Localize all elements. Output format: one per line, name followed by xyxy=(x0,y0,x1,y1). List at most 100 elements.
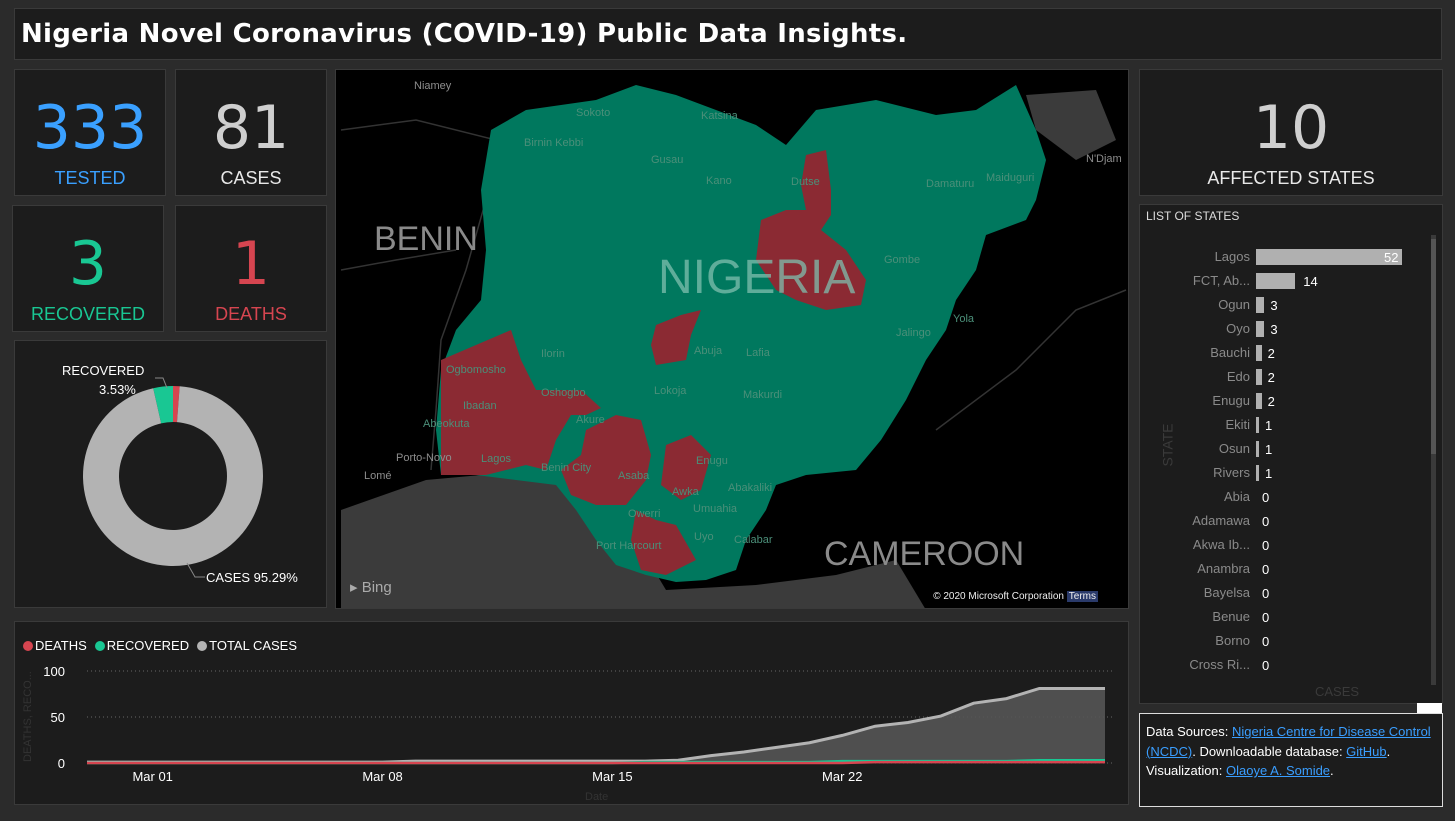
donut-slice-deaths[interactable] xyxy=(173,386,180,423)
state-bar[interactable] xyxy=(1256,369,1262,385)
tested-label: TESTED xyxy=(54,168,126,188)
city-label: N'Djam xyxy=(1086,153,1122,165)
states-list-panel[interactable]: LIST OF STATES STATE CASES Lagos 52 FCT, A… xyxy=(1139,204,1443,704)
author-link[interactable]: Olaoye A. Somide xyxy=(1225,763,1331,778)
donut-slice-recovered[interactable] xyxy=(153,386,173,424)
map-canvas[interactable] xyxy=(336,70,1129,609)
state-value: 0 xyxy=(1262,490,1270,505)
sources-text: Data Sources: xyxy=(1146,724,1232,739)
timeline-chart-panel[interactable]: DEATHS RECOVERED TOTAL CASES DEATHS, REC… xyxy=(14,621,1129,805)
city-label: Abakaliki xyxy=(728,482,773,494)
state-row[interactable]: Rivers 1 xyxy=(1140,461,1430,485)
city-label: Damaturu xyxy=(926,178,975,190)
map-terms-link[interactable]: Terms xyxy=(1066,591,1098,602)
state-name: Cross Ri... xyxy=(1189,657,1250,672)
city-label: Lafia xyxy=(746,347,770,359)
affected-state-kano-bauchi[interactable] xyxy=(756,150,866,310)
nigeria-map[interactable]: BENIN CAMEROON NIGERIA Niamey Sokoto Kat… xyxy=(335,69,1129,609)
state-row[interactable]: Edo 2 xyxy=(1140,365,1430,389)
state-value: 3 xyxy=(1270,298,1278,313)
city-label: Kano xyxy=(706,175,732,187)
affected-state-fct[interactable] xyxy=(651,310,701,365)
state-bar[interactable] xyxy=(1256,465,1259,481)
state-row[interactable]: Ogun 3 xyxy=(1140,293,1430,317)
city-label: Porto-Novo xyxy=(396,452,452,464)
state-bar[interactable] xyxy=(1256,297,1265,313)
total-cases-area[interactable] xyxy=(87,688,1105,763)
state-row[interactable]: Cross Ri... 0 xyxy=(1140,653,1430,677)
state-row[interactable]: Osun 1 xyxy=(1140,437,1430,461)
github-link[interactable]: GitHub xyxy=(1346,743,1387,759)
affected-states-card[interactable]: 10 AFFECTED STATES xyxy=(1139,69,1443,196)
donut-slice-cases[interactable] xyxy=(83,386,263,566)
focus-mode-indicator[interactable] xyxy=(1417,703,1442,713)
timeline-chart[interactable]: DEATHS, RECO... Date 0 50 100 Mar 01 Mar 08 M… xyxy=(15,622,1128,804)
bing-label: Bing xyxy=(361,579,392,596)
x-tick-label: Mar 15 xyxy=(592,769,632,784)
affected-state-edo[interactable] xyxy=(561,415,651,505)
y-tick-label: 0 xyxy=(58,756,65,771)
city-label: Birnin Kebbi xyxy=(524,137,584,149)
state-bar[interactable] xyxy=(1256,393,1262,409)
state-value: 0 xyxy=(1262,538,1270,553)
deaths-card[interactable]: 1 DEATHS xyxy=(175,205,327,332)
state-value: 0 xyxy=(1262,586,1270,601)
state-row[interactable]: Lagos 52 xyxy=(1140,245,1430,269)
legend-deaths[interactable]: DEATHS xyxy=(23,638,87,653)
state-name: Bayelsa xyxy=(1203,585,1250,600)
country-label-cameroon: CAMEROON xyxy=(824,535,1025,573)
state-row[interactable]: FCT, Ab... 14 xyxy=(1140,269,1430,293)
states-scrollbar[interactable] xyxy=(1431,235,1436,685)
sources-text: . Visualization: xyxy=(1146,743,1391,779)
legend-recovered[interactable]: RECOVERED xyxy=(94,638,189,653)
state-bar[interactable] xyxy=(1256,417,1259,433)
affected-state-west[interactable] xyxy=(441,330,601,475)
affected-state-rivers[interactable] xyxy=(631,510,696,575)
state-row[interactable]: Ekiti 1 xyxy=(1140,413,1430,437)
state-row[interactable]: Oyo 3 xyxy=(1140,317,1430,341)
state-row[interactable]: Bauchi 2 xyxy=(1140,341,1430,365)
state-bar[interactable] xyxy=(1256,249,1402,265)
donut-chart-panel[interactable]: RECOVERED 3.53% CASES 95.29% xyxy=(14,340,327,608)
state-row[interactable]: Akwa Ib... 0 xyxy=(1140,533,1430,557)
recovered-card[interactable]: 3 RECOVERED xyxy=(12,205,164,332)
state-row[interactable]: Abia 0 xyxy=(1140,485,1430,509)
state-value: 52 xyxy=(1384,250,1399,265)
state-bar[interactable] xyxy=(1256,345,1262,361)
legend-dot-icon xyxy=(23,640,33,651)
state-row[interactable]: Benue 0 xyxy=(1140,605,1430,629)
recovered-leader-line xyxy=(155,377,168,389)
state-row[interactable]: Borno 0 xyxy=(1140,629,1430,653)
state-row[interactable]: Adamawa 0 xyxy=(1140,509,1430,533)
state-row[interactable]: Anambra 0 xyxy=(1140,557,1430,581)
recovered-value: 3 xyxy=(68,229,108,299)
state-name: Edo xyxy=(1226,369,1250,384)
city-label: Gusau xyxy=(651,154,684,166)
donut-cases-label: CASES 95.29% xyxy=(206,570,298,585)
state-value: 0 xyxy=(1262,514,1270,529)
state-row[interactable]: Enugu 2 xyxy=(1140,389,1430,413)
state-bar[interactable] xyxy=(1256,273,1296,289)
bing-icon: ▸ xyxy=(350,579,358,596)
state-name: Ekiti xyxy=(1225,417,1250,432)
deaths-line[interactable] xyxy=(87,760,1105,765)
cases-card[interactable]: 81 CASES xyxy=(175,69,327,196)
ncdc-link[interactable]: Nigeria Centre for Disease Control (NCDC… xyxy=(1146,724,1431,759)
state-value: 3 xyxy=(1270,322,1278,337)
map-credit: © 2020 Microsoft Corporation Terms xyxy=(933,591,1098,602)
state-bar[interactable] xyxy=(1256,441,1259,457)
x-axis-title: Date xyxy=(585,791,608,803)
affected-state-enugu[interactable] xyxy=(661,435,711,500)
state-row[interactable]: Bayelsa 0 xyxy=(1140,581,1430,605)
state-name: Bauchi xyxy=(1210,345,1250,360)
y-tick-label: 100 xyxy=(43,664,65,679)
legend-total-cases[interactable]: TOTAL CASES xyxy=(197,638,297,653)
data-sources-box: Data Sources: Nigeria Centre for Disease… xyxy=(1139,713,1443,807)
x-tick-label: Mar 01 xyxy=(132,769,172,784)
state-value: 2 xyxy=(1267,394,1275,409)
sources-text: . xyxy=(1330,763,1334,778)
donut-chart[interactable] xyxy=(15,341,326,607)
states-scrollbar-thumb[interactable] xyxy=(1431,239,1436,454)
state-bar[interactable] xyxy=(1256,321,1265,337)
tested-card[interactable]: 333 TESTED xyxy=(14,69,166,196)
